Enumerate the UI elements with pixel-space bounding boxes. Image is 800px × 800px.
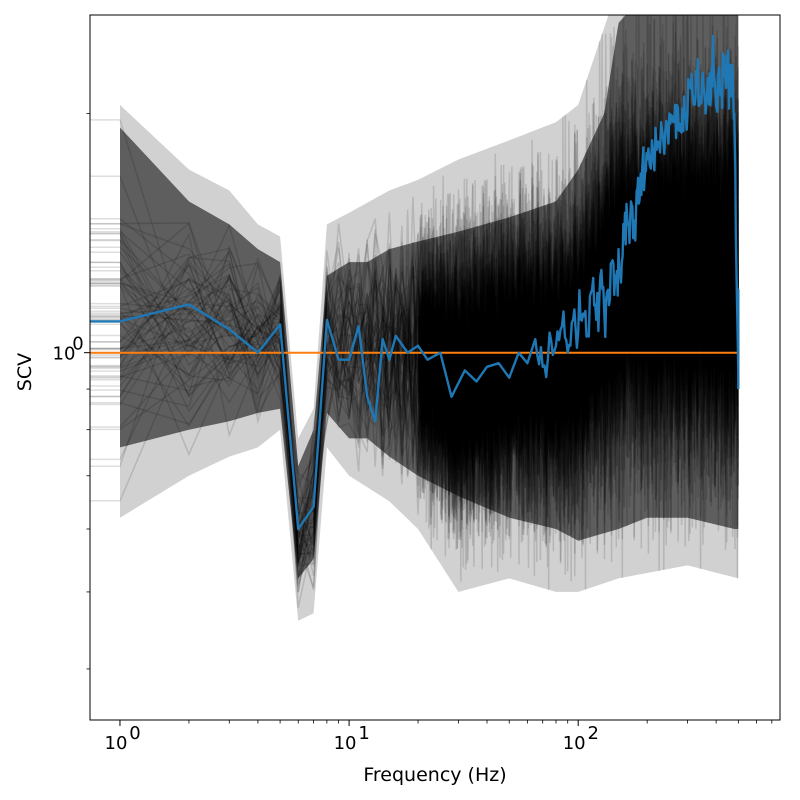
surrogate-trace bbox=[90, 15, 740, 584]
surrogate-trace bbox=[90, 44, 740, 535]
surrogate-core-band bbox=[120, 15, 739, 579]
surrogate-trace bbox=[90, 98, 740, 565]
x-tick-exponent: 1 bbox=[358, 723, 369, 744]
surrogate-trace bbox=[90, 89, 740, 564]
surrogate-trace bbox=[90, 36, 740, 590]
surrogate-trace bbox=[90, 68, 740, 581]
x-tick-exponent: 2 bbox=[587, 723, 598, 744]
surrogate-trace bbox=[90, 32, 740, 558]
surrogate-trace bbox=[90, 42, 740, 590]
surrogate-trace bbox=[90, 15, 740, 558]
surrogate-trace bbox=[90, 15, 740, 568]
x-tick-exponent: 0 bbox=[129, 723, 140, 744]
surrogate-trace bbox=[90, 26, 740, 572]
x-tick-label: 10 bbox=[334, 733, 357, 754]
plot-frame bbox=[89, 14, 781, 721]
surrogate-trace bbox=[90, 58, 740, 560]
surrogate-trace bbox=[90, 67, 740, 545]
y-axis-label: SCV bbox=[14, 353, 36, 391]
surrogate-trace bbox=[90, 15, 740, 582]
x-tick-label: 10 bbox=[105, 733, 128, 754]
surrogate-trace bbox=[90, 54, 740, 576]
surrogate-trace bbox=[90, 99, 740, 554]
surrogate-trace bbox=[90, 98, 740, 565]
surrogate-trace bbox=[90, 50, 739, 577]
surrogate-trace bbox=[90, 15, 740, 549]
surrogate-trace bbox=[90, 71, 740, 530]
surrogate-trace bbox=[90, 15, 740, 558]
surrogate-trace bbox=[90, 15, 740, 554]
surrogate-trace bbox=[90, 19, 740, 564]
surrogate-trace bbox=[90, 15, 740, 572]
surrogate-trace bbox=[90, 33, 740, 568]
surrogate-trace bbox=[90, 15, 740, 526]
surrogate-trace bbox=[90, 59, 740, 549]
surrogate-trace bbox=[90, 64, 740, 555]
surrogate-trace bbox=[90, 47, 740, 588]
surrogate-trace bbox=[90, 47, 740, 545]
surrogate-trace bbox=[90, 15, 740, 517]
surrogate-trace bbox=[90, 56, 740, 587]
x-tick-label: 10 bbox=[563, 733, 586, 754]
plot-area bbox=[90, 15, 740, 621]
surrogate-trace bbox=[90, 92, 740, 561]
x-axis-label: Frequency (Hz) bbox=[363, 764, 506, 786]
surrogate-trace bbox=[90, 46, 740, 575]
surrogate-trace bbox=[90, 15, 740, 550]
surrogate-trace bbox=[90, 88, 740, 541]
surrogate-trace bbox=[90, 15, 740, 552]
surrogate-trace bbox=[90, 44, 740, 580]
surrogate-trace bbox=[90, 15, 740, 564]
surrogate-trace bbox=[90, 90, 740, 571]
y-tick-exponent: 0 bbox=[72, 334, 83, 355]
surrogate-trace bbox=[90, 61, 740, 561]
surrogate-trace bbox=[90, 77, 740, 542]
surrogate-trace bbox=[90, 15, 740, 563]
surrogate-trace bbox=[90, 72, 740, 547]
surrogate-trace bbox=[90, 15, 740, 568]
surrogate-trace bbox=[90, 40, 740, 543]
y-tick-label: 10 bbox=[53, 344, 76, 365]
surrogate-trace bbox=[90, 38, 740, 557]
surrogate-trace bbox=[90, 54, 740, 578]
surrogate-trace bbox=[90, 15, 740, 544]
surrogate-trace bbox=[90, 24, 740, 542]
surrogate-trace bbox=[90, 18, 740, 609]
surrogate-trace bbox=[90, 15, 740, 593]
surrogate-trace bbox=[90, 48, 740, 562]
surrogate-trace bbox=[90, 25, 740, 593]
surrogate-trace bbox=[90, 52, 740, 591]
surrogate-trace bbox=[90, 15, 740, 557]
surrogate-trace bbox=[90, 48, 740, 582]
mean-series-line bbox=[90, 34, 740, 531]
surrogate-trace bbox=[90, 44, 740, 567]
surrogate-trace bbox=[90, 15, 740, 577]
